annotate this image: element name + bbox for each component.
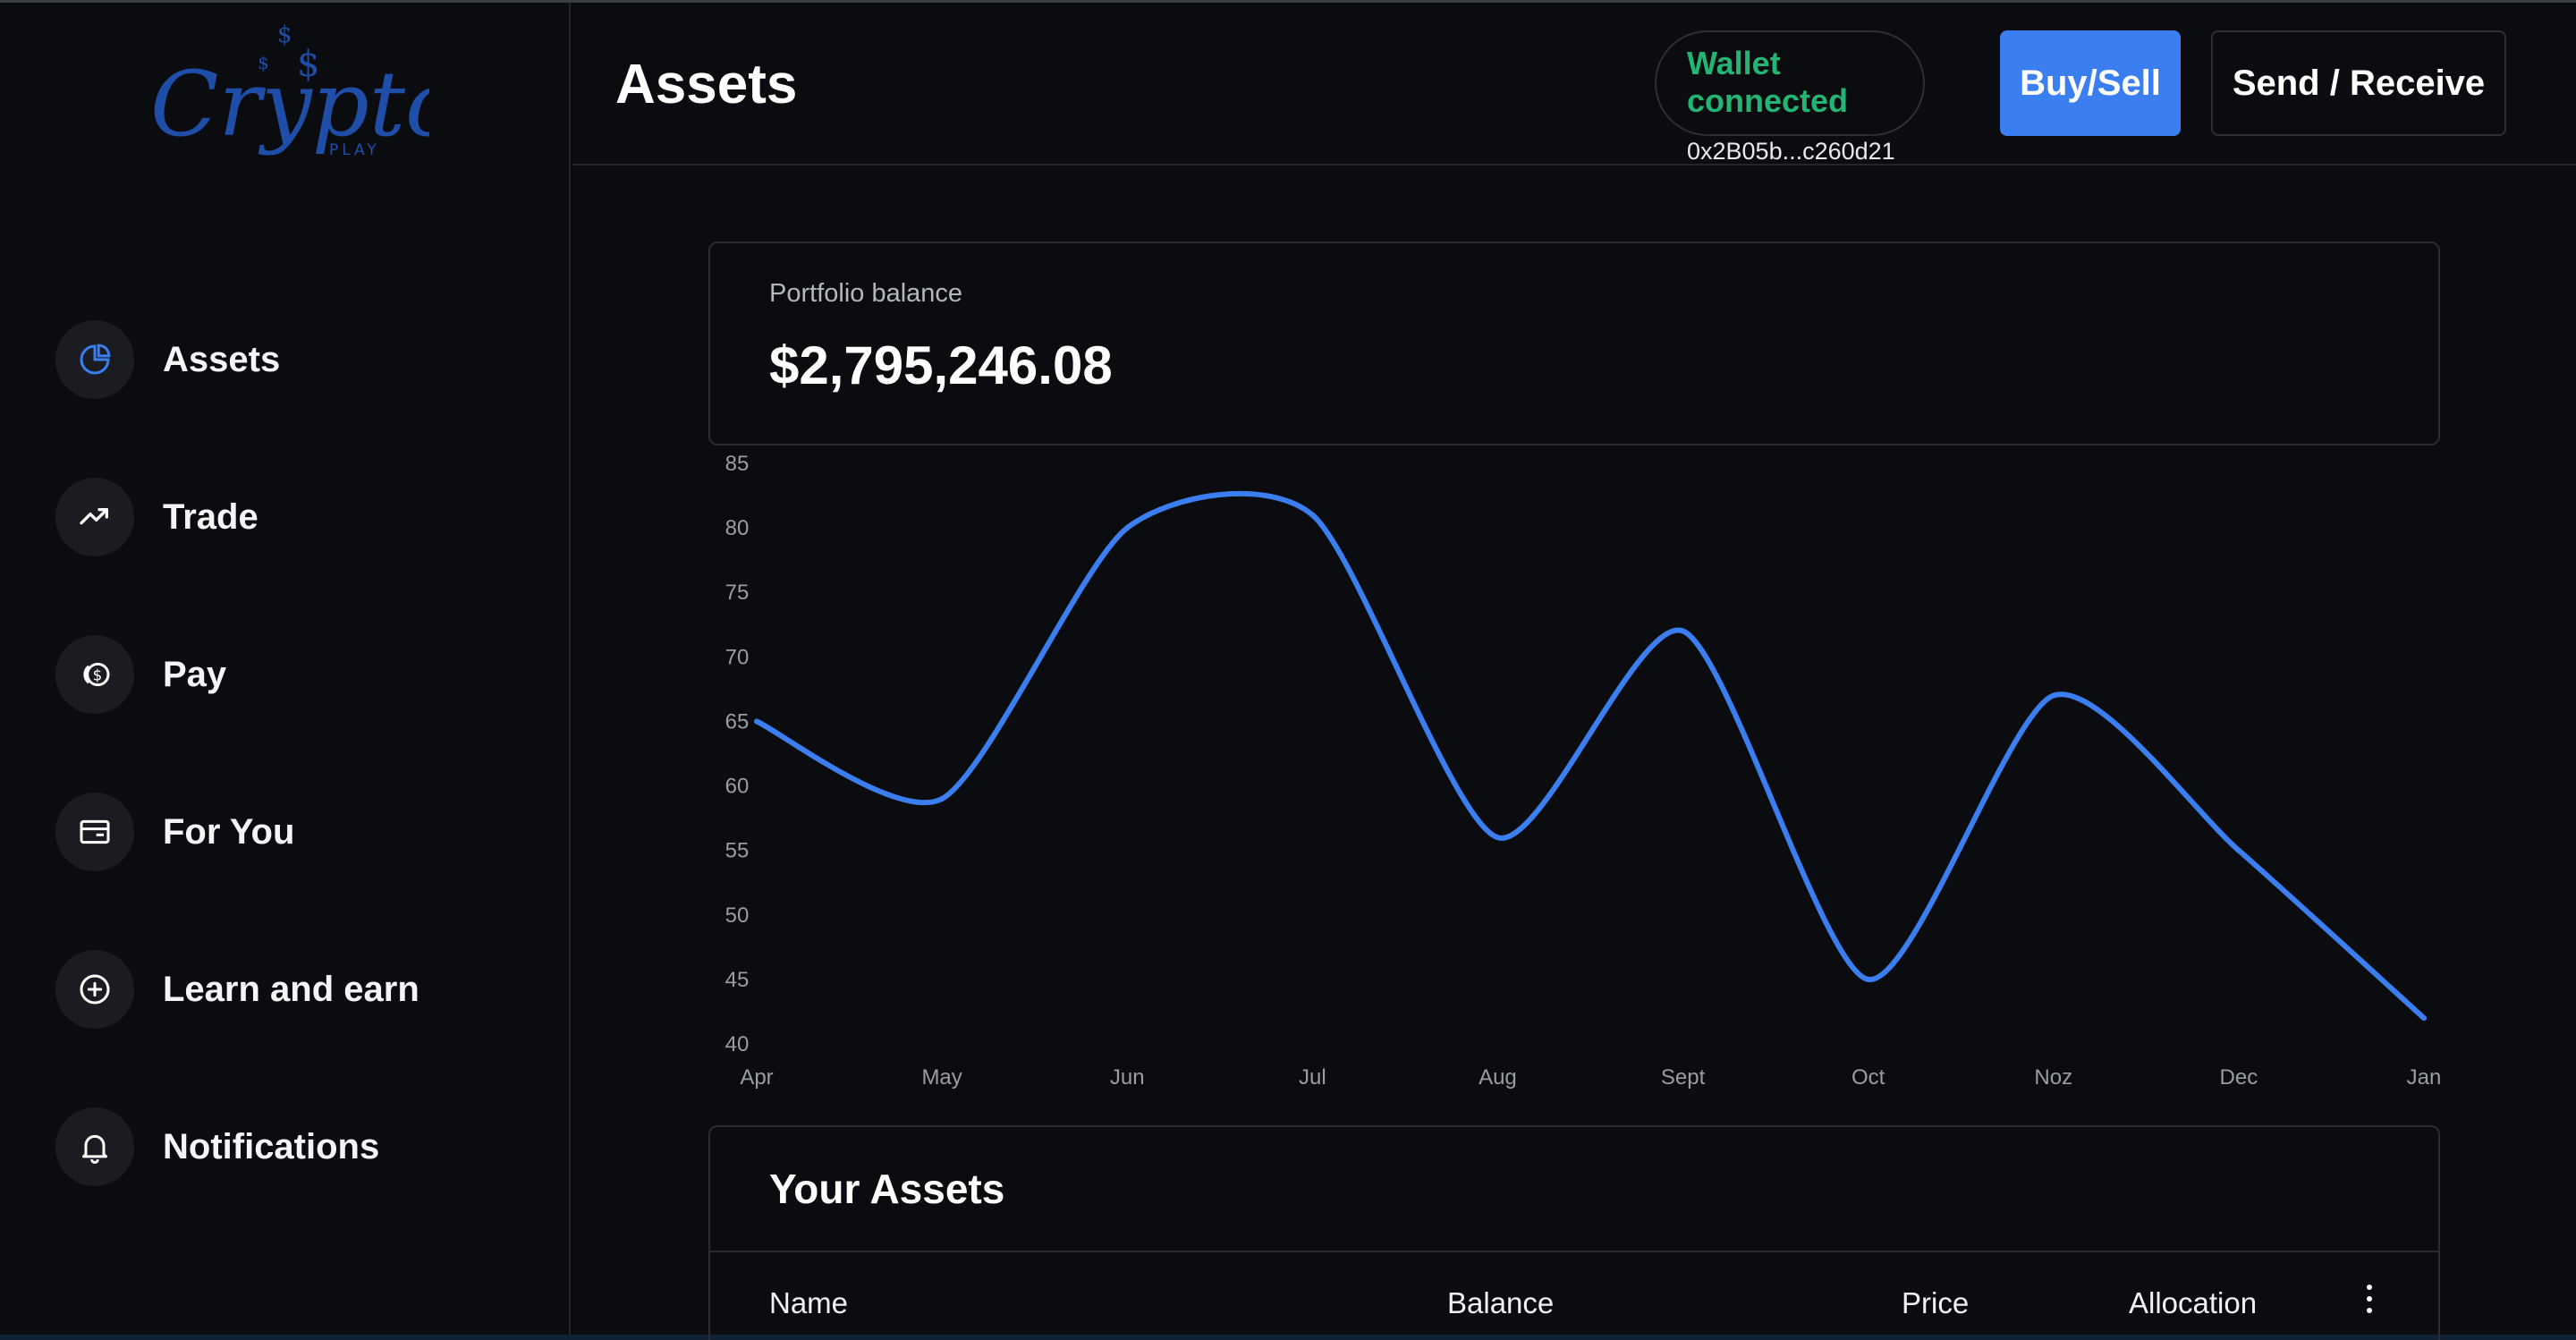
- data-point[interactable]: [2235, 847, 2241, 853]
- svg-text:$: $: [277, 21, 292, 48]
- sidebar-item-notifications[interactable]: Notifications: [55, 1107, 419, 1186]
- plus-circle-icon: [55, 950, 134, 1029]
- sidebar-item-assets[interactable]: Assets: [55, 320, 419, 399]
- sidebar-item-learn-and-earn[interactable]: Learn and earn: [55, 950, 419, 1029]
- sidebar-item-label: Pay: [163, 654, 227, 694]
- send-receive-button[interactable]: Send / Receive: [2211, 30, 2506, 136]
- y-tick-label: 45: [725, 968, 750, 992]
- data-point[interactable]: [2050, 692, 2056, 699]
- x-tick-label: Jun: [1110, 1065, 1145, 1090]
- sidebar-item-label: For You: [163, 811, 295, 852]
- trend-up-icon: [55, 478, 134, 556]
- data-point[interactable]: [1865, 976, 1871, 982]
- column-header-balance[interactable]: Balance: [1447, 1286, 1555, 1319]
- wallet-address: 0x2B05b...c260d21: [1687, 138, 1895, 165]
- column-header-allocation[interactable]: Allocation: [2129, 1286, 2258, 1319]
- sidebar-nav: Assets Trade $ Pay: [55, 320, 419, 1265]
- column-header-price[interactable]: Price: [1902, 1286, 1970, 1319]
- y-tick-label: 75: [725, 581, 750, 605]
- x-tick-label: Aug: [1479, 1065, 1517, 1090]
- buy-sell-button[interactable]: Buy/Sell: [2000, 30, 2181, 136]
- y-tick-label: 50: [725, 903, 750, 928]
- sidebar-item-label: Notifications: [163, 1126, 380, 1166]
- data-point[interactable]: [1495, 835, 1501, 841]
- assets-title: Your Assets: [769, 1166, 1005, 1212]
- y-tick-label: 40: [725, 1032, 750, 1056]
- balance-value: $2,795,246.08: [769, 335, 1113, 395]
- y-tick-label: 80: [725, 516, 750, 540]
- wallet-status-pill[interactable]: Wallet connected 0x2B05b...c260d21: [1655, 30, 1925, 165]
- sidebar-item-trade[interactable]: Trade: [55, 478, 419, 556]
- column-header-name[interactable]: Name: [769, 1286, 849, 1319]
- y-tick-label: 85: [725, 452, 750, 476]
- x-tick-label: Noz: [2034, 1065, 2072, 1090]
- x-tick-label: Apr: [740, 1065, 773, 1090]
- brand-logo[interactable]: Crypto $ $ $ PLAY: [143, 21, 459, 173]
- svg-text:$: $: [258, 52, 269, 73]
- portfolio-balance-card: Portfolio balance $2,795,246.08: [708, 242, 2440, 445]
- portfolio-chart: 85 80 75 70 65 60 55 50 45 40 Apr May Jun Jul Aug Sept O…: [680, 447, 2469, 1100]
- y-tick-label: 70: [725, 645, 750, 669]
- sidebar-item-for-you[interactable]: For You: [55, 793, 419, 871]
- data-point[interactable]: [1124, 525, 1131, 531]
- data-point[interactable]: [939, 795, 945, 801]
- wallet-status-text: Wallet connected: [1687, 45, 1849, 119]
- pie-chart-icon: [55, 320, 134, 399]
- sidebar-item-label: Assets: [163, 339, 281, 379]
- data-point[interactable]: [2421, 1015, 2427, 1022]
- x-tick-label: Oct: [1852, 1065, 1885, 1090]
- y-tick-label: 55: [725, 839, 750, 863]
- y-tick-label: 65: [725, 709, 750, 734]
- svg-text:$: $: [93, 667, 103, 684]
- page-title: Assets: [615, 54, 798, 115]
- assets-divider: [710, 1251, 2438, 1252]
- logo-wordmark: Crypto: [150, 52, 429, 157]
- y-tick-label: 60: [725, 775, 750, 799]
- x-tick-label: Sept: [1661, 1065, 1706, 1090]
- sidebar: Crypto $ $ $ PLAY Assets Trade: [0, 3, 571, 1335]
- x-tick-label: Jul: [1299, 1065, 1326, 1090]
- more-options-icon[interactable]: [2356, 1281, 2383, 1317]
- sidebar-item-label: Learn and earn: [163, 969, 419, 1009]
- card-icon: [55, 793, 134, 871]
- x-tick-label: May: [921, 1065, 962, 1090]
- data-point[interactable]: [1680, 628, 1686, 634]
- sidebar-item-label: Trade: [163, 496, 258, 537]
- logo-subtitle: PLAY: [329, 141, 380, 159]
- data-point[interactable]: [1309, 512, 1316, 518]
- bell-icon: [55, 1107, 134, 1186]
- data-point[interactable]: [754, 718, 759, 725]
- series-line: [754, 490, 2427, 1022]
- your-assets-card: Your Assets Name Balance Price Allocatio…: [708, 1125, 2440, 1340]
- svg-text:$: $: [297, 44, 319, 85]
- coins-icon: $: [55, 635, 134, 714]
- balance-label: Portfolio balance: [769, 279, 963, 308]
- x-tick-label: Jan: [2407, 1065, 2442, 1090]
- sidebar-item-pay[interactable]: $ Pay: [55, 635, 419, 714]
- portfolio-chart-svg: 85 80 75 70 65 60 55 50 45 40 Apr May Jun Jul Aug Sept O…: [725, 452, 2442, 1090]
- x-tick-label: Dec: [2220, 1065, 2258, 1090]
- top-header: Assets Wallet connected 0x2B05b...c260d2…: [572, 3, 2576, 165]
